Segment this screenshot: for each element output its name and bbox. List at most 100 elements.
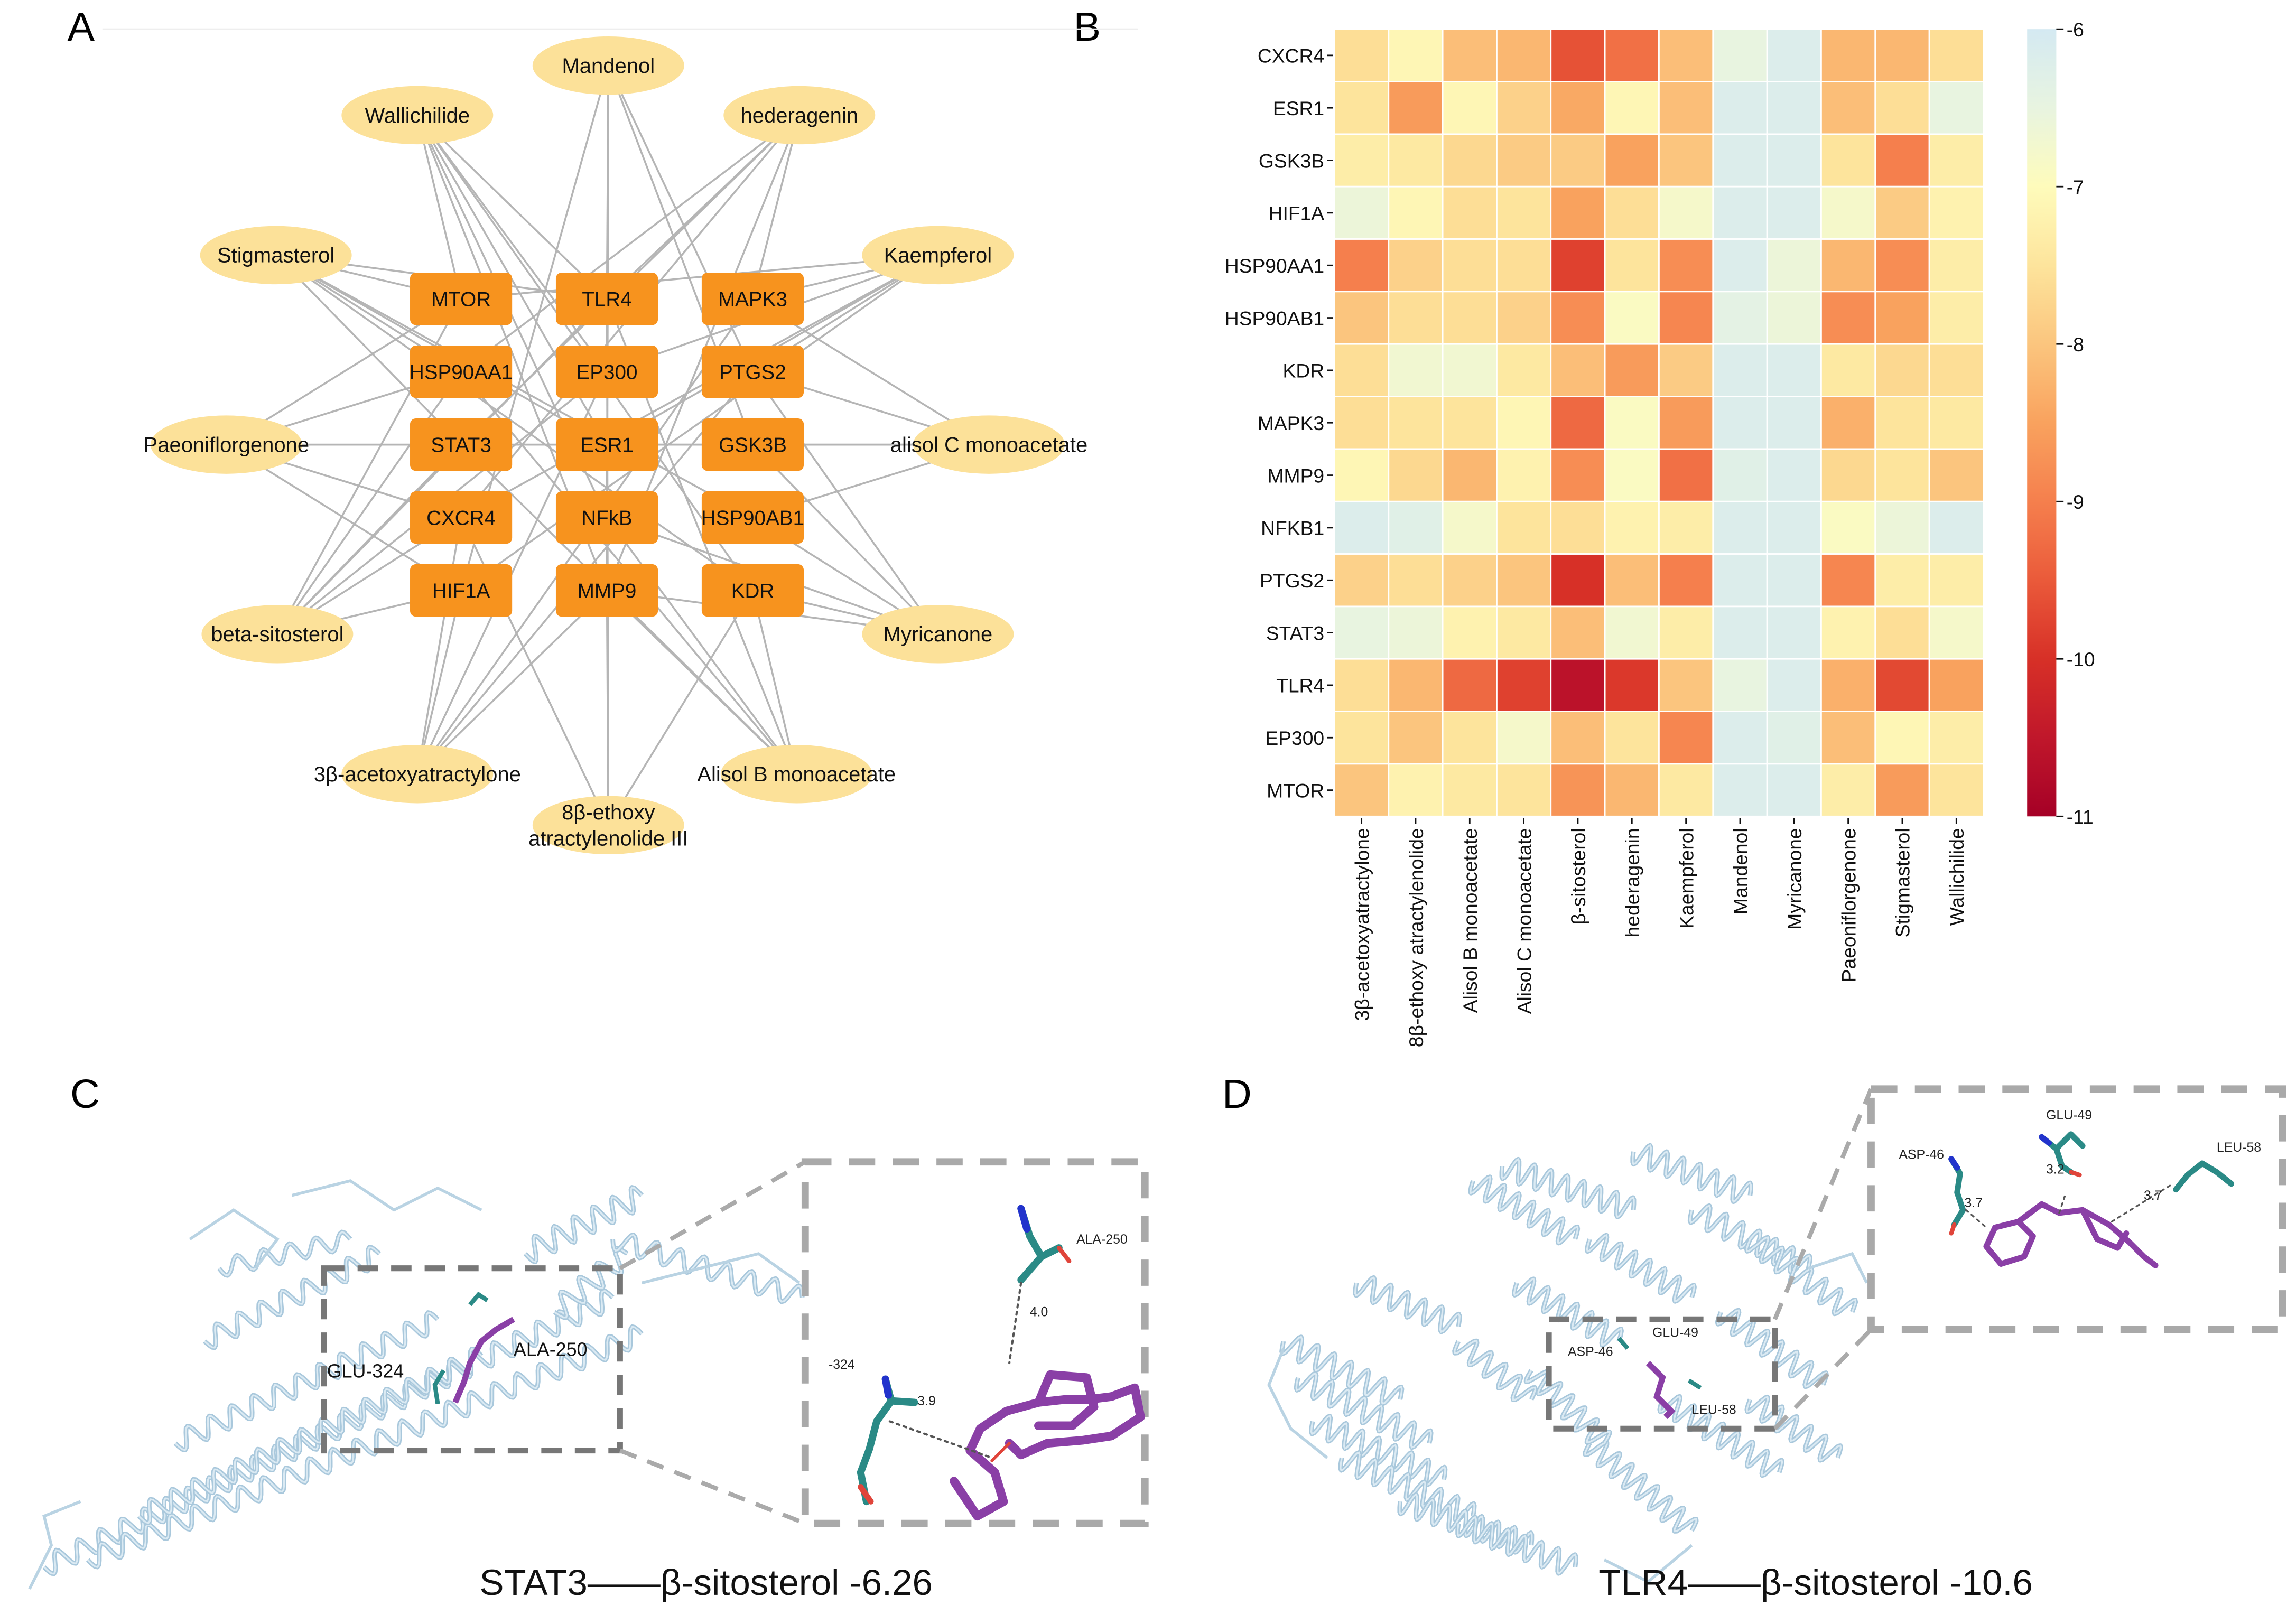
compound-label: Kaempferol: [884, 244, 992, 267]
compound-label: Mandenol: [562, 54, 655, 78]
heatmap-cell-hif1a-stigmasterol: [1874, 185, 1930, 240]
zoom-connector-c-bottom: [619, 1448, 806, 1526]
heatmap-cell-gsk3b-8-ethoxy-atractylenolide: [1388, 133, 1444, 188]
heatmap-cell-stat3-3-acetoxyatractylone: [1334, 605, 1390, 660]
column-label-kaempferol: Kaempferol: [1675, 828, 1697, 929]
distance-label-4-0: 4.0: [1030, 1305, 1048, 1320]
residue-label-324-inset: -324: [829, 1358, 855, 1372]
heatmap-cell-mtor-kaempferol: [1658, 763, 1714, 817]
target-node-ep300: EP300: [555, 345, 658, 398]
heatmap-cell-hsp90ab1-wallichilide: [1928, 291, 1984, 345]
heatmap-cell-hsp90ab1-hederagenin: [1604, 291, 1660, 345]
heatmap-cell-ep300-mandenol: [1712, 711, 1768, 765]
heatmap-cell-hif1a-3-acetoxyatractylone: [1334, 185, 1390, 240]
heatmap-cell-mmp9-kaempferol: [1658, 448, 1714, 502]
heatmap-cell-esr1-stigmasterol: [1874, 81, 1930, 135]
edge-wallichilide-tlr4: [416, 114, 608, 300]
heatmap-cell-nfkb1-3-acetoxyatractylone: [1334, 500, 1390, 555]
heatmap-cell-mmp9-wallichilide: [1928, 448, 1984, 502]
target-label: KDR: [731, 580, 775, 602]
heatmap-cell-gsk3b-alisol-b-monoacetate: [1442, 133, 1498, 188]
residue-label-leu58-overview: LEU-58: [1692, 1403, 1736, 1417]
target-node-shape: [701, 564, 804, 617]
alpha-helix-highlight: [203, 1246, 380, 1349]
loop: [642, 1252, 801, 1284]
row-label-kdr: KDR: [1283, 360, 1325, 382]
residue-label-ala250-inset: ALA-250: [1076, 1233, 1128, 1247]
heatmap-cell-tlr4-kaempferol: [1658, 658, 1714, 712]
row-label-hsp90aa1: HSP90AA1: [1225, 255, 1324, 277]
alpha-helix-highlight: [218, 1231, 351, 1277]
heatmap-cell-cxcr4-paeoniflorgenone: [1820, 28, 1876, 82]
heatmap-cell-mtor-stigmasterol: [1874, 763, 1930, 817]
compound-node-kaempferol: Kaempferol: [862, 226, 1014, 285]
heatmap-cell-hsp90aa1-sitosterol: [1550, 238, 1606, 293]
target-node-mapk3: MAPK3: [701, 273, 804, 325]
heatmap-cell-kdr-paeoniflorgenone: [1820, 343, 1876, 397]
panel-label-a: A: [68, 4, 95, 50]
heatmap-cell-hsp90aa1-stigmasterol: [1874, 238, 1930, 293]
target-label: TLR4: [582, 288, 631, 311]
compound-label: 8β-ethoxy: [562, 801, 655, 824]
heatmap-cell-hif1a-hederagenin: [1604, 185, 1660, 240]
compound-label: Wallichilide: [365, 104, 470, 127]
residue-label-ala250-overview: ALA-250: [514, 1339, 588, 1360]
loop: [1603, 1544, 1693, 1584]
compound-node-shape: [862, 605, 1014, 664]
target-label: EP300: [577, 361, 638, 384]
target-node-shape: [555, 418, 658, 471]
colorbar-tick-label: -7: [2067, 176, 2084, 198]
heatmap-cell-mmp9-3-acetoxyatractylone: [1334, 448, 1390, 502]
target-node-shape: [410, 564, 513, 617]
heatmap-cell-stat3-myricanone: [1766, 605, 1822, 660]
heatmap-cell-nfkb1-mandenol: [1712, 500, 1768, 555]
colorbar-tick-label: -11: [2067, 806, 2094, 828]
column-label-wallichilide: Wallichilide: [1946, 828, 1968, 926]
heatmap-cell-stat3-mandenol: [1712, 605, 1768, 660]
column-label-8-ethoxy-atractylenolide: 8β-ethoxy atractylenolide: [1405, 828, 1427, 1047]
ligand-overview-c: [432, 1291, 515, 1404]
heatmap-cell-ptgs2-mandenol: [1712, 553, 1768, 608]
heatmap-cell-esr1-3-acetoxyatractylone: [1334, 81, 1390, 135]
column-label-stigmasterol: Stigmasterol: [1892, 828, 1914, 937]
heatmap-cell-mtor-wallichilide: [1928, 763, 1984, 817]
heatmap-cell-cxcr4-sitosterol: [1550, 28, 1606, 82]
heatmap-cell-ptgs2-paeoniflorgenone: [1820, 553, 1876, 608]
row-label-cxcr4: CXCR4: [1258, 45, 1324, 67]
alpha-helix-highlight: [174, 1311, 439, 1451]
heatmap-cell-mmp9-alisol-b-monoacetate: [1442, 448, 1498, 502]
heatmap-cell-mapk3-alisol-c-monoacetate: [1496, 396, 1552, 450]
edge-stigmasterol-stat3: [275, 254, 462, 445]
heatmap-cell-mapk3-alisol-b-monoacetate: [1442, 396, 1498, 450]
heatmap-cell-hsp90aa1-8-ethoxy-atractylenolide: [1388, 238, 1444, 293]
heatmap-cell-mapk3-mandenol: [1712, 396, 1768, 450]
compound-node-3-acetoxyatractylone: 3β-acetoxyatractylone: [314, 745, 521, 804]
loop: [28, 1500, 81, 1590]
heatmap-cell-ep300-kaempferol: [1658, 711, 1714, 765]
heatmap-cell-hsp90ab1-myricanone: [1766, 291, 1822, 345]
heatmap-cell-mapk3-kaempferol: [1658, 396, 1714, 450]
target-label: STAT3: [431, 434, 491, 456]
target-node-shape: [701, 345, 804, 398]
heatmap-cell-tlr4-stigmasterol: [1874, 658, 1930, 712]
compound-node-shape: [720, 745, 872, 804]
alpha-helix-highlight: [1280, 1336, 1403, 1405]
target-node-shape: [555, 564, 658, 617]
heatmap-cell-mmp9-sitosterol: [1550, 448, 1606, 502]
heatmap-cell-hif1a-alisol-b-monoacetate: [1442, 185, 1498, 240]
alpha-helix-highlight: [611, 1234, 803, 1303]
heatmap-cell-cxcr4-hederagenin: [1604, 28, 1660, 82]
compound-node-alisol-b-monoacetate: Alisol B monoacetate: [697, 745, 896, 804]
heatmap-cell-mapk3-hederagenin: [1604, 396, 1660, 450]
heatmap-cell-nfkb1-kaempferol: [1658, 500, 1714, 555]
compound-label: hederagenin: [741, 104, 858, 127]
target-node-hsp90aa1: HSP90AA1: [410, 345, 513, 398]
heatmap-cell-nfkb1-myricanone: [1766, 500, 1822, 555]
alpha-helix-highlight: [1659, 1395, 1783, 1477]
edge-kaempferol-cxcr4: [460, 254, 938, 519]
compound-node-alisol-c-monoacetate: alisol C monoacetate: [890, 415, 1087, 474]
heatmap-cell-ptgs2-stigmasterol: [1874, 553, 1930, 608]
heatmap-cell-mapk3-stigmasterol: [1874, 396, 1930, 450]
compound-node-8-ethoxy-atractylenolide-iii: 8β-ethoxy atractylenolide III: [528, 796, 688, 855]
loop: [1267, 1348, 1328, 1459]
